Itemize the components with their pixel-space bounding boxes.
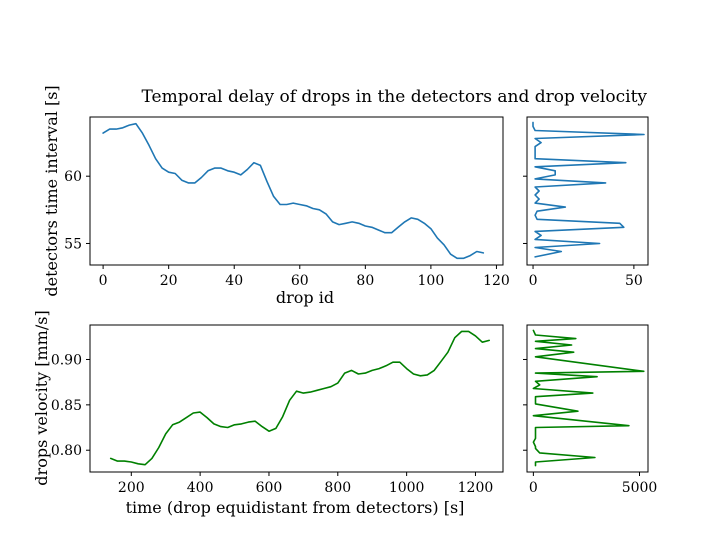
velocity-y-tick-label: 0.80 [51, 443, 82, 459]
velocity-x-tick-label: 1200 [458, 480, 494, 496]
delay-y-tick-label: 60 [64, 169, 82, 185]
delay-hist-axes-frame [526, 116, 649, 266]
delay-hist-x-tick-label: 0 [529, 273, 538, 289]
velocity-x-tick-label: 800 [324, 480, 351, 496]
delay-series-line [102, 122, 485, 260]
velocity-x-tick-label: 600 [256, 480, 283, 496]
delay-x-tick-label: 80 [356, 273, 374, 289]
velocity-x-tick-label: 400 [187, 480, 214, 496]
delay-x-tick-label: 0 [99, 273, 108, 289]
velocity-hist-x-tick-label: 5000 [622, 480, 658, 496]
velocity-hist-x-tick-label: 0 [529, 480, 538, 496]
velocity-y-tick-label: 0.85 [51, 398, 82, 414]
delay-chart: drop id detectors time interval [s] 0 20 4… [42, 85, 510, 307]
delay-x-tick-label: 120 [483, 273, 510, 289]
velocity-chart: time (drop equidistant from detectors) [… [32, 310, 504, 517]
delay-x-axis-label: drop id [276, 288, 334, 307]
delay-hist-series-line [532, 121, 645, 258]
velocity-y-axis-label: drops velocity [mm/s] [32, 310, 51, 485]
delay-y-tick-label: 55 [64, 236, 82, 252]
velocity-axes-frame [89, 324, 504, 473]
velocity-hist-series-line [532, 329, 645, 467]
figure-title: Temporal delay of drops in the detectors… [142, 87, 648, 107]
velocity-x-tick-label: 200 [118, 480, 145, 496]
velocity-histogram-chart: 0 5000 [523, 324, 658, 496]
delay-axes-frame [89, 116, 504, 266]
velocity-x-axis-label: time (drop equidistant from detectors) [… [126, 498, 465, 517]
delay-x-tick-label: 60 [291, 273, 309, 289]
velocity-x-tick-label: 1000 [389, 480, 425, 496]
velocity-series-line [109, 330, 490, 466]
delay-y-axis-label: detectors time interval [s] [42, 85, 61, 296]
velocity-hist-axes-frame [526, 324, 649, 473]
delay-x-tick-label: 40 [225, 273, 243, 289]
delay-histogram-chart: 0 50 [523, 116, 649, 289]
delay-hist-x-tick-label: 50 [625, 273, 643, 289]
velocity-y-tick-label: 0.90 [51, 352, 82, 368]
delay-x-tick-label: 100 [418, 273, 445, 289]
delay-x-tick-label: 20 [160, 273, 178, 289]
